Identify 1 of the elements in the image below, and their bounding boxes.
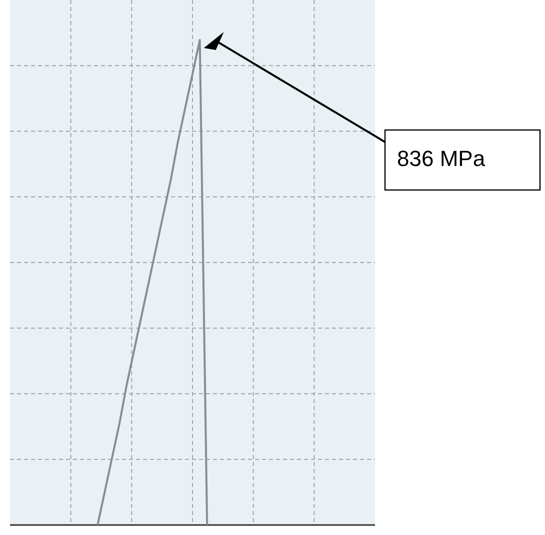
text: 836 MPa: [397, 146, 486, 171]
